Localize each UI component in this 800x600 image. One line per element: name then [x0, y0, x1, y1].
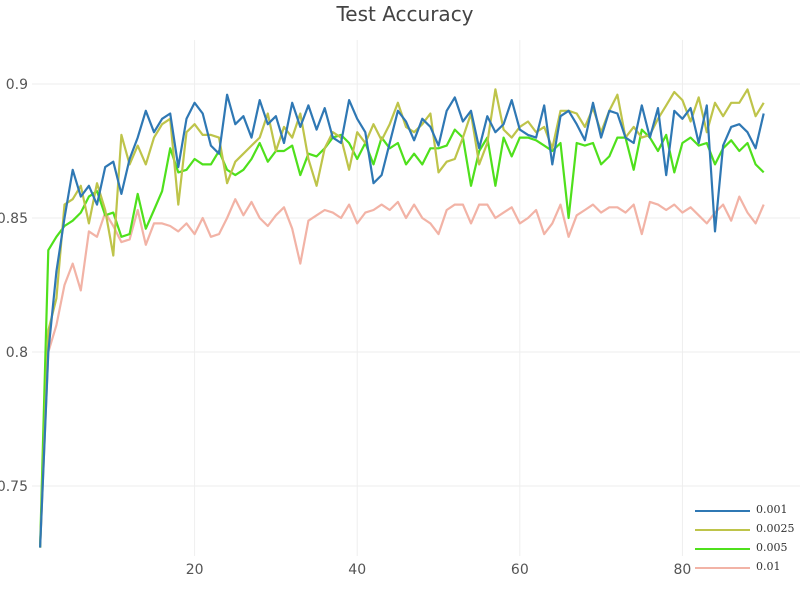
series-line-0.005	[39, 128, 765, 548]
series-line-0.01	[39, 195, 765, 548]
legend-label: 0.0025	[756, 522, 795, 535]
legend-label: 0.005	[756, 541, 788, 554]
legend-label: 0.001	[756, 503, 788, 516]
x-tick-label: 60	[511, 562, 529, 578]
legend-label: 0.01	[756, 560, 781, 573]
series-line-0.001	[39, 93, 765, 548]
y-tick-label: 0.9	[6, 77, 28, 93]
x-tick-label: 40	[348, 562, 366, 578]
x-tick-label: 20	[186, 562, 204, 578]
y-tick-label: 0.8	[6, 345, 28, 361]
y-tick-label: 0.75	[0, 479, 28, 495]
chart-title: Test Accuracy	[336, 2, 474, 26]
y-tick-label: 0.85	[0, 211, 28, 227]
series-line-0.0025	[39, 88, 765, 548]
x-tick-label: 80	[674, 562, 692, 578]
